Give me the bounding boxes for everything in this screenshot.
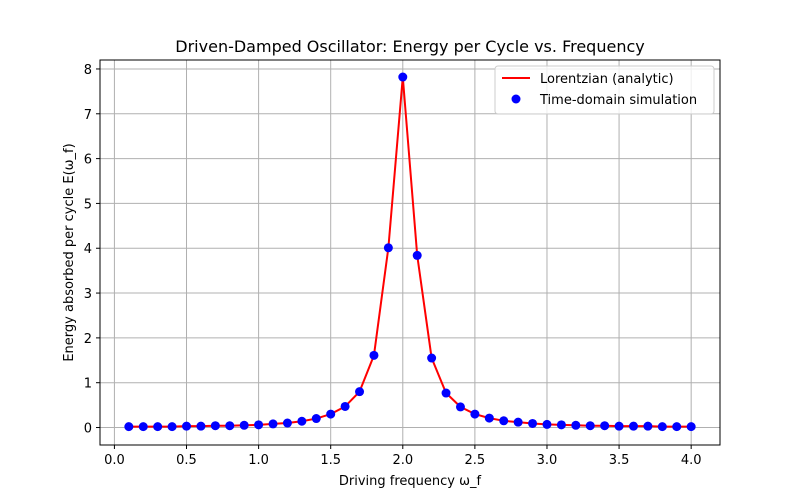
simulation-point xyxy=(470,409,480,419)
simulation-point xyxy=(311,414,321,424)
x-tick-label: 2.0 xyxy=(392,453,413,468)
simulation-point xyxy=(556,420,566,430)
simulation-point xyxy=(643,421,653,431)
x-tick-label: 1.5 xyxy=(320,453,341,468)
simulation-point xyxy=(412,250,422,260)
x-tick-label: 3.0 xyxy=(537,453,558,468)
x-tick-label: 0.0 xyxy=(104,453,125,468)
simulation-point xyxy=(268,419,278,429)
y-axis-label: Energy absorbed per cycle E(ω_f) xyxy=(62,143,77,361)
simulation-point xyxy=(427,353,437,363)
simulation-point xyxy=(326,409,336,419)
simulation-point xyxy=(254,420,264,430)
simulation-point xyxy=(225,421,235,431)
y-tick-label: 6 xyxy=(84,153,92,168)
y-tick-label: 7 xyxy=(84,108,92,123)
y-tick-label: 1 xyxy=(84,377,92,392)
simulation-point xyxy=(167,422,177,432)
axis-ticks: 0.0 0.5 1.0 1.5 2.0 2.5 3.0 3.5 4.0 0 1 2 3 4 5 6 7 8 xyxy=(84,63,702,468)
simulation-point xyxy=(484,413,494,423)
plot-series xyxy=(124,72,696,432)
simulation-point xyxy=(398,72,408,82)
x-axis-label: Driving frequency ω_f xyxy=(339,474,482,489)
legend-box xyxy=(494,65,715,115)
y-tick-label: 3 xyxy=(84,287,92,302)
simulation-point xyxy=(124,422,134,432)
simulation-point xyxy=(282,418,292,428)
simulation-point xyxy=(672,422,682,432)
simulation-point xyxy=(138,422,148,432)
y-tick-label: 5 xyxy=(84,197,92,212)
x-tick-label: 3.5 xyxy=(609,453,630,468)
simulation-point xyxy=(600,421,610,431)
simulation-point xyxy=(628,421,638,431)
simulation-point xyxy=(239,420,249,430)
x-tick-label: 0.5 xyxy=(176,453,197,468)
simulation-point xyxy=(528,418,538,428)
simulation-point xyxy=(585,421,595,431)
simulation-point xyxy=(455,402,465,412)
simulation-point xyxy=(542,419,552,429)
series-line-lorentzian xyxy=(128,76,692,428)
simulation-point xyxy=(657,422,667,432)
y-tick-label: 2 xyxy=(84,332,92,347)
simulation-point xyxy=(196,421,206,431)
simulation-point xyxy=(686,422,696,432)
simulation-point xyxy=(383,243,393,253)
x-tick-label: 2.5 xyxy=(465,453,486,468)
legend-marker-swatch xyxy=(511,94,521,104)
legend-label-analytic: Lorentzian (analytic) xyxy=(540,72,674,87)
simulation-point xyxy=(441,388,451,398)
simulation-point xyxy=(182,421,192,431)
y-tick-label: 0 xyxy=(84,422,92,437)
simulation-point xyxy=(614,421,624,431)
simulation-point xyxy=(513,417,523,427)
simulation-point xyxy=(499,416,509,426)
simulation-point xyxy=(210,421,220,431)
legend: Lorentzian (analytic) Time-domain simula… xyxy=(494,65,715,115)
legend-label-simulation: Time-domain simulation xyxy=(539,93,697,108)
simulation-point xyxy=(153,422,163,432)
x-tick-label: 1.0 xyxy=(248,453,269,468)
simulation-point xyxy=(369,350,379,360)
y-tick-label: 8 xyxy=(84,63,92,78)
simulation-point xyxy=(297,416,307,426)
simulation-point xyxy=(571,420,581,430)
plot-frame xyxy=(99,59,721,446)
simulation-point xyxy=(355,387,365,397)
chart-title: Driven-Damped Oscillator: Energy per Cyc… xyxy=(175,37,644,56)
simulation-point xyxy=(340,401,350,411)
y-tick-label: 4 xyxy=(84,242,92,257)
x-tick-label: 4.0 xyxy=(681,453,702,468)
